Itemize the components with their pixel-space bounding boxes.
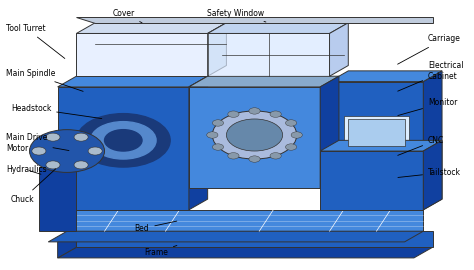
- Text: Electrical
Cabinet: Electrical Cabinet: [398, 61, 464, 91]
- Text: CNC: CNC: [398, 136, 444, 155]
- Polygon shape: [320, 76, 339, 188]
- Circle shape: [212, 120, 224, 126]
- Circle shape: [227, 119, 283, 151]
- Polygon shape: [76, 33, 208, 76]
- Circle shape: [212, 144, 224, 150]
- Bar: [348, 156, 395, 180]
- Text: Safety Window: Safety Window: [207, 9, 266, 22]
- Circle shape: [212, 111, 297, 159]
- Text: Headstock: Headstock: [11, 104, 102, 119]
- Bar: [344, 116, 409, 148]
- Text: Tool Turret: Tool Turret: [6, 23, 65, 59]
- Text: Main Drive
Motor: Main Drive Motor: [6, 133, 69, 153]
- Polygon shape: [48, 231, 423, 242]
- Circle shape: [291, 132, 302, 138]
- Circle shape: [270, 111, 281, 117]
- Circle shape: [228, 111, 239, 117]
- Circle shape: [249, 108, 260, 114]
- Circle shape: [46, 133, 60, 141]
- Polygon shape: [58, 231, 76, 258]
- Circle shape: [91, 122, 156, 159]
- Circle shape: [285, 144, 297, 150]
- Polygon shape: [423, 140, 442, 210]
- Circle shape: [76, 114, 170, 167]
- Text: Main Spindle: Main Spindle: [6, 69, 83, 91]
- Polygon shape: [329, 23, 348, 76]
- Polygon shape: [39, 167, 76, 231]
- Circle shape: [228, 153, 239, 159]
- Polygon shape: [320, 151, 423, 210]
- Text: Carriage: Carriage: [398, 34, 461, 64]
- Circle shape: [207, 132, 218, 138]
- Polygon shape: [76, 231, 433, 247]
- Circle shape: [74, 161, 88, 169]
- Polygon shape: [208, 33, 329, 76]
- Polygon shape: [76, 18, 433, 23]
- Text: Cover: Cover: [112, 9, 142, 23]
- Polygon shape: [58, 87, 189, 210]
- Text: Hydraulics: Hydraulics: [6, 165, 47, 174]
- Polygon shape: [76, 23, 227, 33]
- Polygon shape: [320, 140, 442, 151]
- Polygon shape: [189, 87, 320, 188]
- Polygon shape: [189, 76, 339, 87]
- Circle shape: [74, 133, 88, 141]
- Circle shape: [249, 156, 260, 162]
- Polygon shape: [329, 71, 442, 82]
- Polygon shape: [208, 23, 227, 76]
- Text: Tailstock: Tailstock: [398, 168, 461, 177]
- Circle shape: [270, 153, 281, 159]
- Polygon shape: [58, 247, 433, 258]
- Circle shape: [29, 130, 105, 173]
- Circle shape: [88, 147, 102, 155]
- Circle shape: [105, 130, 142, 151]
- Polygon shape: [208, 23, 348, 33]
- Text: Chuck: Chuck: [11, 169, 55, 204]
- Text: Monitor: Monitor: [398, 99, 457, 116]
- Circle shape: [285, 120, 297, 126]
- Polygon shape: [329, 82, 423, 210]
- Polygon shape: [423, 71, 442, 210]
- Polygon shape: [189, 76, 208, 210]
- Circle shape: [32, 147, 46, 155]
- Text: Frame: Frame: [144, 245, 177, 257]
- Polygon shape: [67, 210, 423, 231]
- Polygon shape: [58, 76, 208, 87]
- Circle shape: [46, 161, 60, 169]
- Text: Bed: Bed: [135, 221, 177, 233]
- Bar: [348, 119, 404, 146]
